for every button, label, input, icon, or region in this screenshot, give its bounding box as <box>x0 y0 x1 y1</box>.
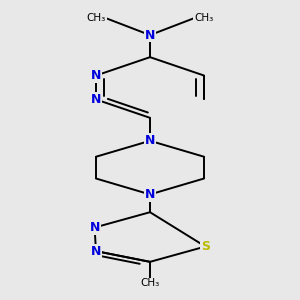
Text: N: N <box>91 244 101 258</box>
Text: CH₃: CH₃ <box>87 13 106 23</box>
Text: S: S <box>201 240 210 253</box>
Text: CH₃: CH₃ <box>140 278 160 288</box>
Text: N: N <box>91 93 101 106</box>
Text: N: N <box>145 28 155 42</box>
Text: N: N <box>89 221 100 234</box>
Text: N: N <box>145 188 155 201</box>
Text: N: N <box>145 134 155 147</box>
Text: N: N <box>91 69 101 82</box>
Text: CH₃: CH₃ <box>194 13 213 23</box>
